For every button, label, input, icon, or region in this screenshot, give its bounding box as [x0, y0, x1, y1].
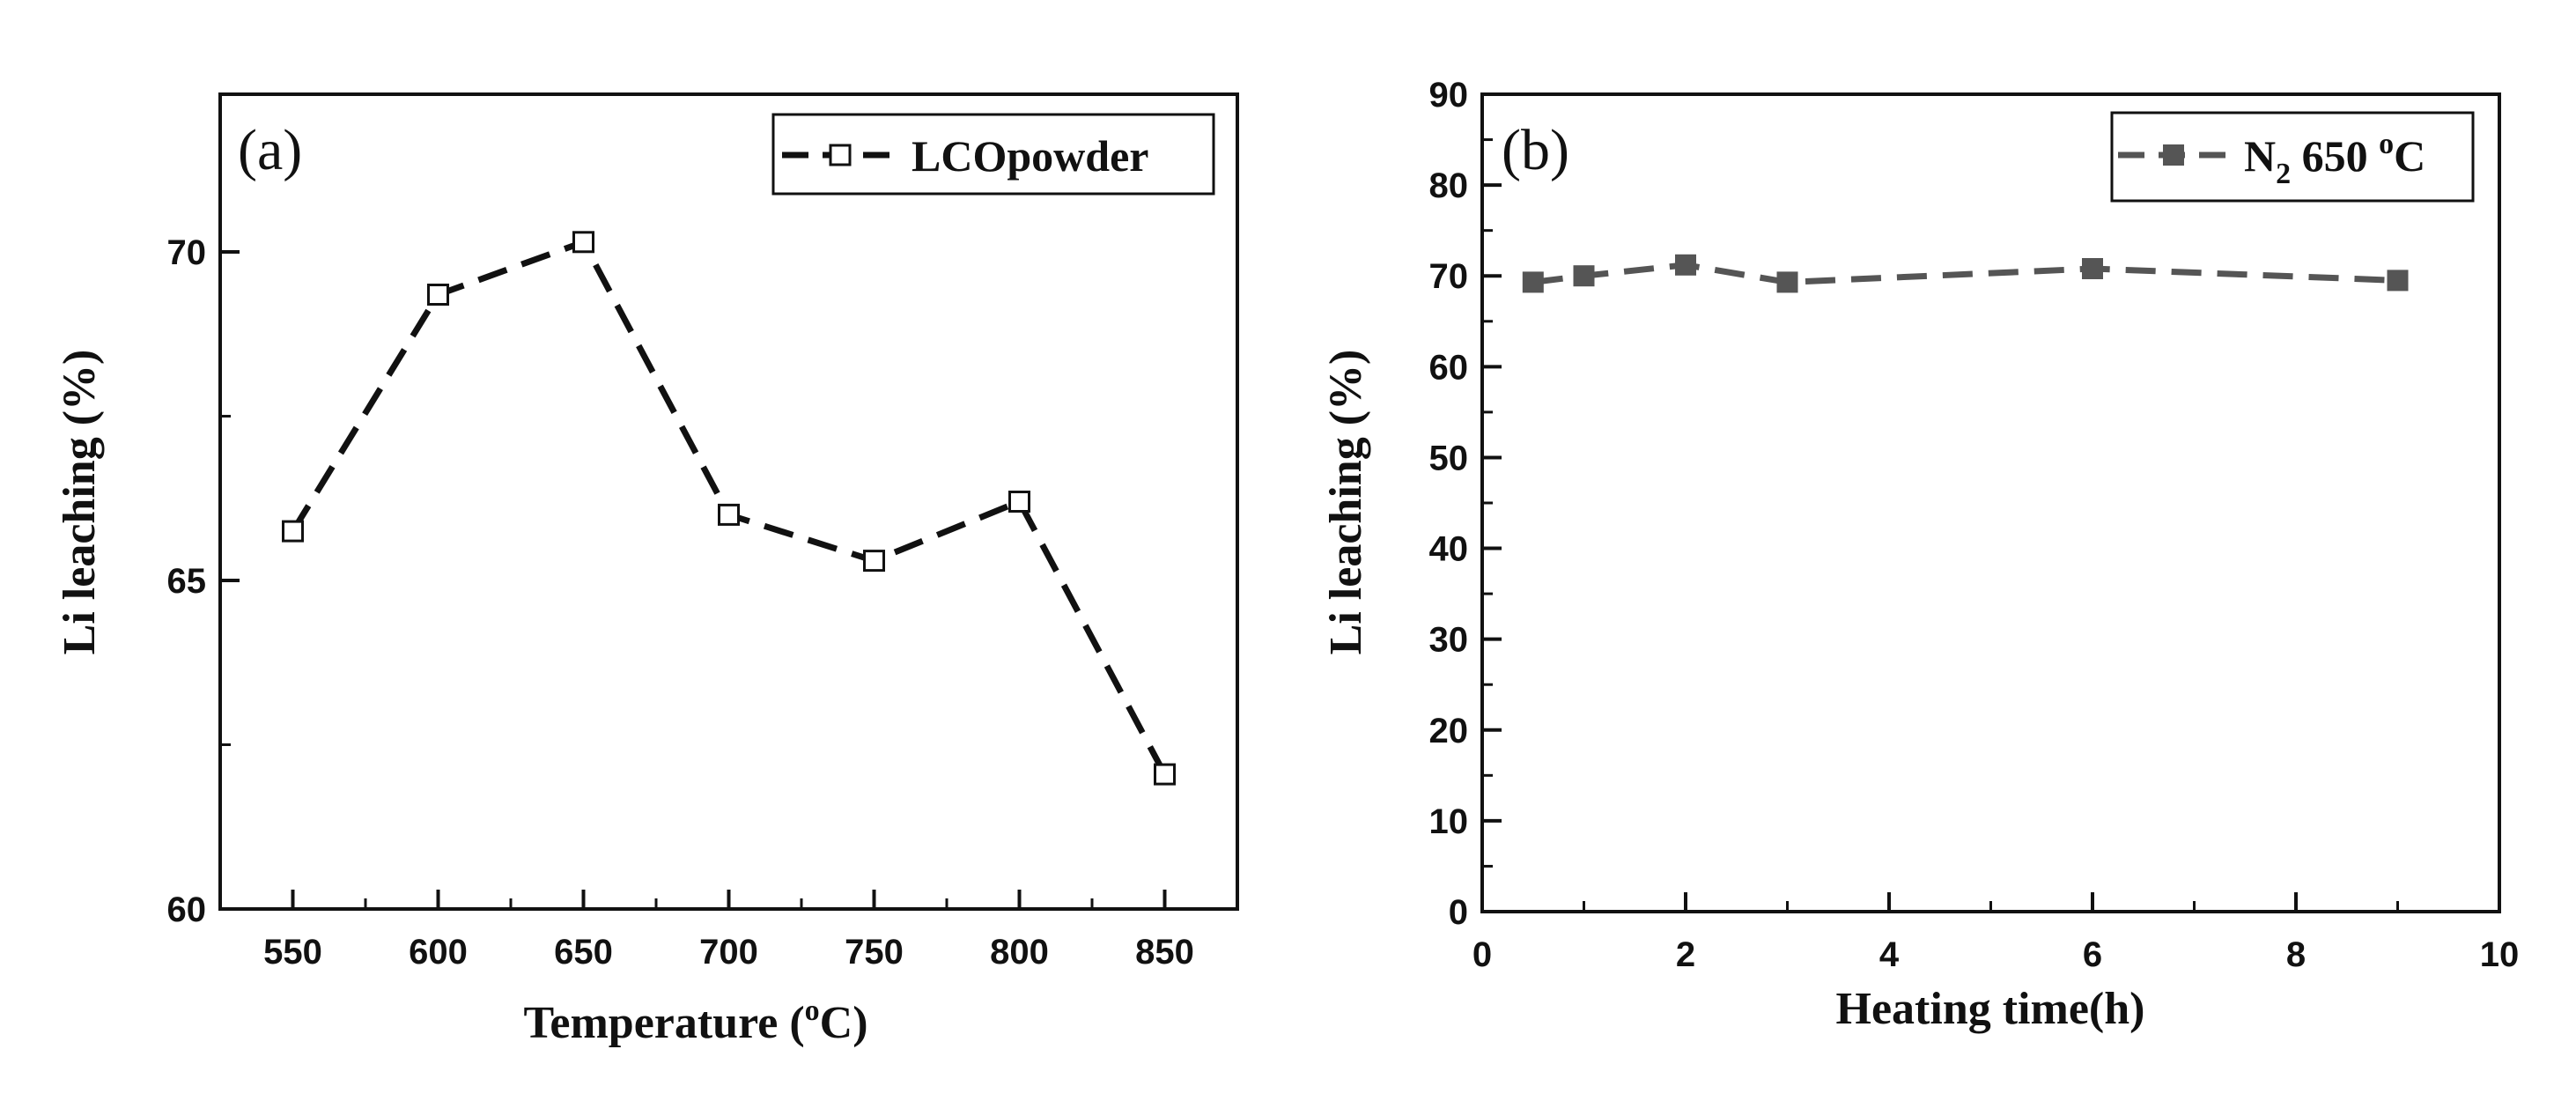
- chart-a-legend: LCOpowder: [771, 113, 1215, 196]
- chart-b-y-tick-label: 40: [1429, 530, 1469, 569]
- chart-b-x-tick-label: 8: [2286, 935, 2306, 974]
- chart-a-x-tick-label: 750: [845, 933, 904, 972]
- chart-b-y-tick-label: 60: [1429, 348, 1469, 387]
- chart-b-x-tick-label: 10: [2480, 935, 2520, 974]
- chart-a-y-tick-label: 60: [167, 890, 207, 929]
- chart-b-y-tick-label: 0: [1449, 893, 1468, 932]
- chart-a-data-point: [427, 284, 449, 306]
- chart-a-legend-marker: [829, 144, 852, 166]
- chart-b-y-tick-label: 90: [1429, 76, 1469, 115]
- chart-a-x-tick-label: 550: [263, 933, 322, 972]
- chart-b-y-tick-label: 20: [1429, 712, 1469, 750]
- chart-b-x-tick-label: 2: [1676, 935, 1695, 974]
- chart-b: 0 2 4 6 8 10 0 10 20 30 40 50 60 70 80 90 (b) N2 650 oC…: [1321, 76, 2519, 1034]
- chart-b-x-tick-label: 6: [2083, 935, 2102, 974]
- chart-a-y-tick-label: 65: [167, 562, 207, 601]
- chart-b-plot-frame: [1480, 92, 2501, 913]
- chart-a-legend-label: LCOpowder: [912, 131, 1148, 181]
- chart-b-legend: N2 650 oC: [2110, 111, 2475, 203]
- chart-b-panel-label: (b): [1502, 118, 1569, 182]
- chart-b-y-tick-label: 50: [1429, 439, 1469, 477]
- chart-b-data-point: [2387, 270, 2409, 292]
- chart-b-y-tick-label: 30: [1429, 621, 1469, 660]
- chart-a-data-point: [572, 231, 594, 254]
- chart-b-x-axis-label: Heating time(h): [1836, 984, 2145, 1034]
- chart-b-x-tick-label: 4: [1879, 935, 1900, 974]
- chart-a-data-point: [1154, 763, 1176, 786]
- chart-a-x-axis-label: Temperature (oC): [523, 994, 867, 1048]
- chart-a-data-point: [282, 520, 304, 543]
- chart-b-series-line: [1532, 262, 2398, 285]
- chart-a-data-point: [718, 503, 740, 526]
- chart-a-panel-label: (a): [238, 118, 302, 182]
- chart-b-x-tick-label: 0: [1473, 935, 1492, 974]
- chart-b-legend-marker: [2163, 144, 2184, 166]
- chart-b-data-point: [1522, 271, 1544, 293]
- chart-b-y-tick-label: 10: [1429, 802, 1469, 841]
- chart-a-x-tick-label: 600: [409, 933, 468, 972]
- chart-a-y-tick-label: 70: [167, 233, 207, 272]
- chart-b-legend-label: N2 650 oC: [2244, 128, 2425, 190]
- chart-b-y-tick-label: 80: [1429, 166, 1469, 205]
- chart-a-x-tick-label: 850: [1135, 933, 1194, 972]
- chart-a-data-point: [863, 550, 885, 573]
- chart-b-data-point: [2082, 258, 2103, 279]
- chart-a-y-axis-label: Li leaching (%): [55, 350, 105, 655]
- chart-a-plot-frame: [218, 92, 1239, 911]
- chart-a: 550 600 650 700 750 800 850 60 65 70 (a) LCOpowde…: [55, 92, 1239, 1048]
- chart-a-x-tick-label: 700: [699, 933, 758, 972]
- chart-a-data-point: [1008, 491, 1030, 513]
- chart-a-x-tick-label: 800: [990, 933, 1049, 972]
- chart-b-data-point: [1675, 254, 1696, 276]
- chart-b-data-point: [1776, 271, 1798, 293]
- chart-b-data-point: [1573, 265, 1595, 287]
- chart-a-x-tick-label: 650: [554, 933, 613, 972]
- chart-b-y-tick-label: 70: [1429, 257, 1469, 296]
- chart-b-y-axis-label: Li leaching (%): [1321, 350, 1371, 655]
